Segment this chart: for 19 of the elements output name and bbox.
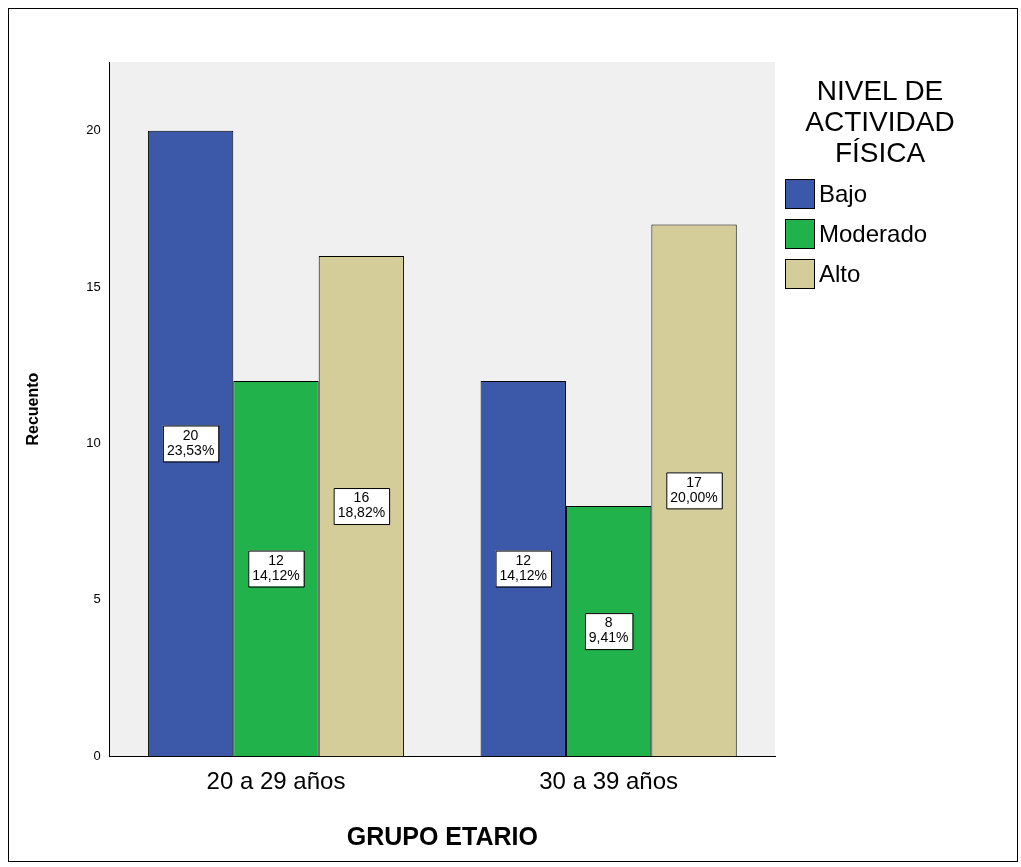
legend-title: NIVEL DE ACTIVIDAD FÍSICA [804,75,956,168]
data-label: 8 9,41% [588,614,629,646]
y-tick-label: 20 [86,122,101,138]
data-label: 16 18,82% [337,489,386,521]
y-tick-label: 15 [86,278,101,294]
x-axis-title: GRUPO ETARIO [346,821,538,850]
y-tick-label: 10 [86,435,101,451]
legend-label: Bajo [819,180,868,208]
y-axis-title: Recuento [24,372,42,446]
x-tick-label: 20 a 29 años [206,767,346,795]
legend-label: Moderado [819,220,928,248]
data-label: 12 14,12% [252,551,300,583]
data-label: 12 14,12% [499,551,548,583]
data-label: 17 20,00% [670,473,718,505]
y-tick-label: 5 [93,591,101,607]
data-label: 20 23,53% [166,426,215,458]
x-tick-label: 30 a 39 años [539,767,679,795]
legend-label: Alto [819,260,861,288]
y-tick-label: 0 [93,747,101,763]
